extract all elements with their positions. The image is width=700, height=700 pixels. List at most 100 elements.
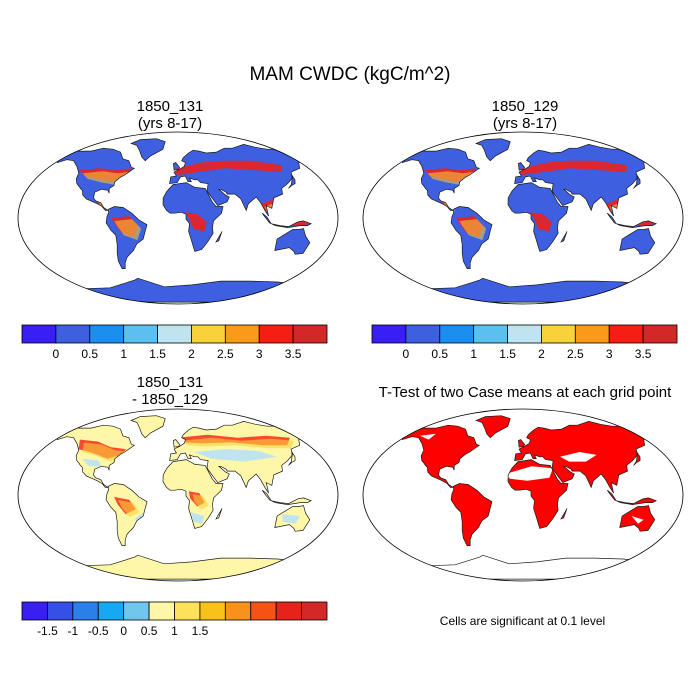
land-indonesia — [607, 490, 657, 505]
colorbar-tick-label: 3 — [256, 347, 263, 361]
colorbar-bin — [541, 324, 576, 344]
land-australia — [274, 228, 310, 255]
map-frame — [362, 408, 684, 582]
colorbar-bin — [174, 601, 201, 621]
coastline — [607, 212, 657, 228]
coastline — [507, 459, 569, 529]
colorbar-bin — [55, 324, 91, 344]
coastline — [518, 162, 526, 171]
map-panel-p2 — [362, 131, 684, 305]
high-value-region — [185, 212, 207, 232]
colorbar-bin — [21, 601, 48, 621]
non-significant-region — [420, 433, 436, 440]
land-antarctica — [52, 555, 304, 580]
colorbar-bin — [275, 601, 302, 621]
colorbar-bin — [371, 324, 407, 344]
coastline — [450, 483, 493, 546]
colorbar-bin — [191, 324, 226, 344]
land-australia — [619, 228, 655, 255]
coastline — [274, 228, 311, 255]
land-greenland — [476, 138, 511, 161]
coastline — [607, 489, 657, 505]
colorbar-bin — [148, 601, 175, 621]
moderate-diff-region — [192, 494, 209, 510]
coastline — [633, 450, 641, 466]
land-samerica — [451, 483, 492, 546]
coastline — [288, 173, 296, 189]
panel-title-p2: 1850_129 (yrs 8-17) — [395, 98, 655, 132]
coastline — [56, 147, 136, 211]
coastline — [619, 505, 656, 532]
map-panel-p3 — [17, 408, 339, 582]
high-value-region — [530, 212, 552, 232]
panel-title-line1: T-Test of two Case means at each grid po… — [378, 384, 672, 401]
coastline — [130, 138, 166, 162]
coastline — [401, 147, 481, 211]
colorbar-tick-label: 0 — [403, 347, 410, 361]
coastline — [274, 505, 311, 532]
coastline — [633, 173, 641, 189]
colorbar-tick-label: 2 — [538, 347, 545, 361]
coastline — [560, 508, 568, 520]
colorbar-bin — [72, 601, 99, 621]
figure-title: MAM CWDC (kgC/m^2) — [249, 64, 451, 85]
colorbar-tick-label: 1.5 — [149, 347, 166, 361]
land-indonesia — [262, 490, 312, 505]
non-significant-region — [560, 452, 597, 462]
map-frame — [362, 131, 684, 305]
map-frame — [17, 131, 339, 305]
map-panel-p1 — [17, 131, 339, 305]
land-greenland — [476, 415, 511, 438]
colorbar-bin — [507, 324, 542, 344]
colorbar-tick-label: 1.5 — [192, 624, 209, 638]
moderate-diff-region — [182, 437, 294, 449]
land-uk — [518, 439, 525, 448]
coastline — [619, 228, 656, 255]
colorbar-bin — [224, 324, 260, 344]
colorbar-bin — [473, 324, 508, 344]
colorbar-p3: -1.5 -1 -0.5 0 0.5 1 1.5 — [21, 601, 328, 638]
coastline — [56, 424, 136, 488]
coastline — [514, 421, 654, 494]
coastline — [162, 182, 224, 252]
negative-diff-region — [191, 512, 205, 524]
colorbar-tick-label: -1 — [67, 624, 78, 638]
coastline — [401, 424, 481, 488]
land-namerica — [401, 425, 480, 488]
panel-title-p1: 1850_131 (yrs 8-17) — [40, 98, 300, 132]
coastline — [262, 489, 312, 505]
land-antarctica — [52, 278, 304, 303]
land-greenland — [131, 138, 166, 161]
mid-value-region — [114, 219, 142, 241]
colorbar-bin — [97, 601, 125, 621]
colorbar-tick-label: 0 — [120, 624, 127, 638]
coastline — [518, 439, 526, 448]
coastline — [560, 231, 568, 243]
colorbar-bin — [642, 324, 678, 344]
colorbar-tick-label: 1 — [470, 347, 477, 361]
panel-title-line2: - 1850_129 — [132, 391, 208, 408]
panel-title-p4: T-Test of two Case means at each grid po… — [355, 384, 695, 401]
high-value-region — [170, 160, 282, 175]
colorbar-tick-label: -0.5 — [88, 624, 109, 638]
coastline — [173, 439, 181, 448]
colorbar-bin — [157, 324, 192, 344]
panel-title-p3: 1850_131 - 1850_129 — [40, 374, 300, 408]
map-panel-p4 — [362, 408, 684, 582]
map-frame — [17, 408, 339, 582]
land-antarctica — [397, 278, 649, 303]
colorbar-bin — [89, 324, 125, 344]
colorbar-bin — [292, 324, 328, 344]
colorbar-tick-label: 1.5 — [499, 347, 516, 361]
significance-note: Cells are significant at 0.1 level — [439, 614, 606, 628]
high-value-region — [515, 160, 627, 175]
colorbar-tick-label: 1 — [171, 624, 178, 638]
colorbar-bin — [199, 601, 226, 621]
coastline — [162, 459, 224, 529]
panel-title-line1: 1850_131 — [136, 98, 204, 115]
negative-diff-region — [194, 449, 277, 462]
coastline — [215, 508, 223, 520]
coastline — [475, 138, 511, 162]
land-greenland — [131, 415, 166, 438]
colorbar-p1: 0 0.5 1 1.5 2 2.5 3 3.5 — [21, 324, 328, 361]
